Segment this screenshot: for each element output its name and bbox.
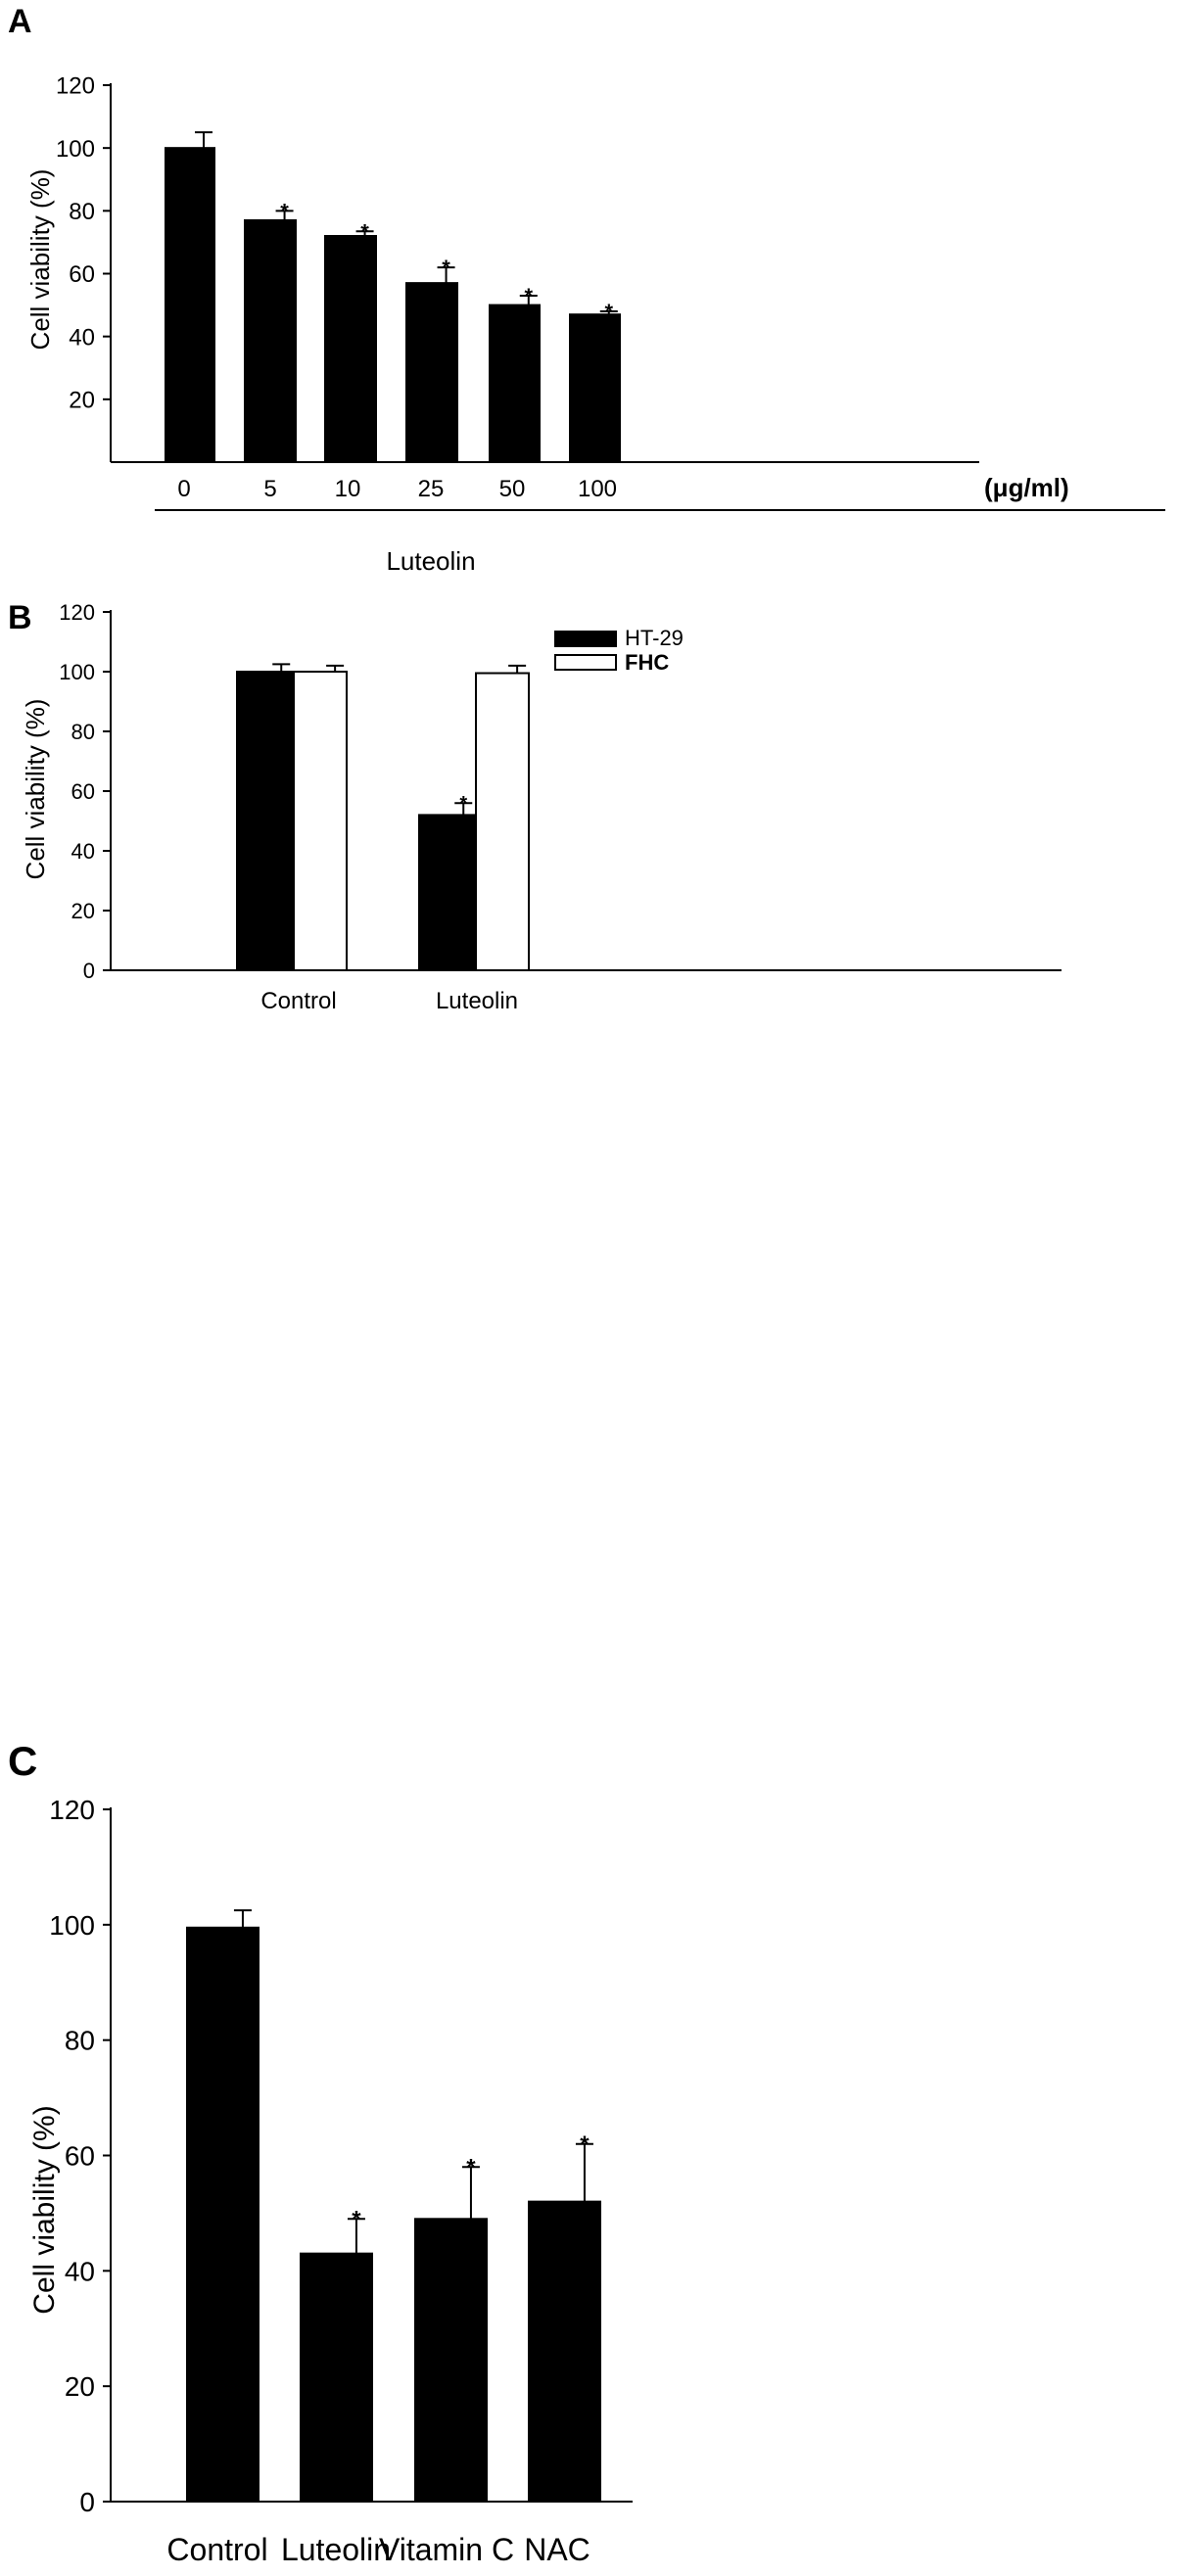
y-tick-label: 20 xyxy=(69,387,95,413)
significance-star: * xyxy=(459,793,467,815)
bar xyxy=(324,235,377,463)
significance-star: * xyxy=(524,284,533,308)
x-tick-label: Vitamin C xyxy=(379,2532,514,2567)
y-tick-label: 80 xyxy=(71,720,95,744)
legend-label-ht29: HT-29 xyxy=(625,626,684,650)
panel-a-unit-label: (μg/ml) xyxy=(984,473,1069,502)
panel-b-y-axis-label: Cell viability (%) xyxy=(21,699,50,880)
bar xyxy=(165,147,215,464)
y-tick-label: 20 xyxy=(71,899,95,923)
significance-star: * xyxy=(360,219,369,244)
panel-a-x-axis: 0 5 10 25 50 100 xyxy=(111,461,979,502)
y-tick-label: 0 xyxy=(79,2487,95,2517)
panel-b-label: B xyxy=(8,599,32,636)
panel-a-y-axis-label: Cell viability (%) xyxy=(25,169,55,351)
panel-b-x-axis: Control Luteolin xyxy=(111,969,1062,1014)
bar xyxy=(528,2200,601,2503)
bar xyxy=(569,313,621,464)
bar xyxy=(405,282,458,463)
y-tick-label: 0 xyxy=(83,959,95,983)
x-tick-label: 0 xyxy=(177,476,190,502)
bar xyxy=(414,2218,488,2504)
panel-a-label: A xyxy=(8,3,32,40)
panel-a-x-axis-label: Luteolin xyxy=(386,546,475,576)
y-tick-label: 80 xyxy=(69,199,95,225)
x-tick-label: Luteolin xyxy=(281,2532,391,2567)
panel-b-bars: * xyxy=(236,663,530,972)
bar xyxy=(236,671,295,971)
legend-label-fhc: FHC xyxy=(625,650,669,675)
y-tick-label: 40 xyxy=(71,839,95,864)
significance-star: * xyxy=(466,2154,476,2180)
panel-c-y-axis: 0 20 40 60 80 100 120 xyxy=(49,1795,112,2517)
panel-b-legend: HT-29 FHC xyxy=(554,626,684,675)
legend-swatch-fhc xyxy=(554,654,617,671)
x-tick-label: Control xyxy=(260,988,336,1014)
x-tick-label: NAC xyxy=(524,2532,590,2567)
bar xyxy=(489,304,541,464)
legend-swatch-ht29 xyxy=(554,631,617,647)
bar xyxy=(418,814,477,972)
y-tick-label: 60 xyxy=(65,2141,95,2172)
bar xyxy=(186,1926,260,2503)
bar xyxy=(244,218,297,463)
x-tick-label: Luteolin xyxy=(436,988,518,1014)
y-tick-label: 120 xyxy=(59,600,95,625)
panel-c-y-axis-label: Cell viability (%) xyxy=(28,2105,61,2314)
bar xyxy=(475,672,530,972)
y-tick-label: 60 xyxy=(71,779,95,804)
panel-c-bars: * * * xyxy=(186,1909,601,2504)
x-tick-label: Control xyxy=(166,2532,267,2567)
x-tick-label: 5 xyxy=(263,476,276,502)
significance-star: * xyxy=(280,199,289,223)
y-tick-label: 40 xyxy=(69,324,95,351)
x-tick-label: 10 xyxy=(335,476,361,502)
significance-star: * xyxy=(604,300,613,324)
y-tick-label: 120 xyxy=(56,73,95,100)
y-tick-label: 100 xyxy=(49,1910,95,1941)
x-tick-label: 50 xyxy=(499,476,526,502)
panel-a-bars: * * * * * xyxy=(165,131,621,464)
bar xyxy=(293,671,348,971)
y-tick-label: 120 xyxy=(49,1795,95,1825)
y-tick-label: 40 xyxy=(65,2256,95,2286)
panel-c-label: C xyxy=(8,1738,37,1784)
significance-star: * xyxy=(442,256,450,280)
y-tick-label: 20 xyxy=(65,2371,95,2402)
y-tick-label: 100 xyxy=(59,660,95,684)
x-tick-label: 100 xyxy=(578,476,617,502)
significance-star: * xyxy=(352,2207,361,2233)
bar xyxy=(300,2252,373,2504)
significance-star: * xyxy=(580,2131,590,2158)
panel-b-y-axis: 0 20 40 60 80 100 120 xyxy=(59,600,112,983)
y-tick-label: 80 xyxy=(65,2026,95,2056)
panel-b-chart: B Cell viability (%) 0 20 40 60 80 100 120 * C… xyxy=(8,599,1062,1014)
x-tick-label: 25 xyxy=(418,476,445,502)
y-tick-label: 60 xyxy=(69,261,95,288)
y-tick-label: 100 xyxy=(56,136,95,163)
panel-a-y-axis: 20 40 60 80 100 120 xyxy=(56,73,112,462)
